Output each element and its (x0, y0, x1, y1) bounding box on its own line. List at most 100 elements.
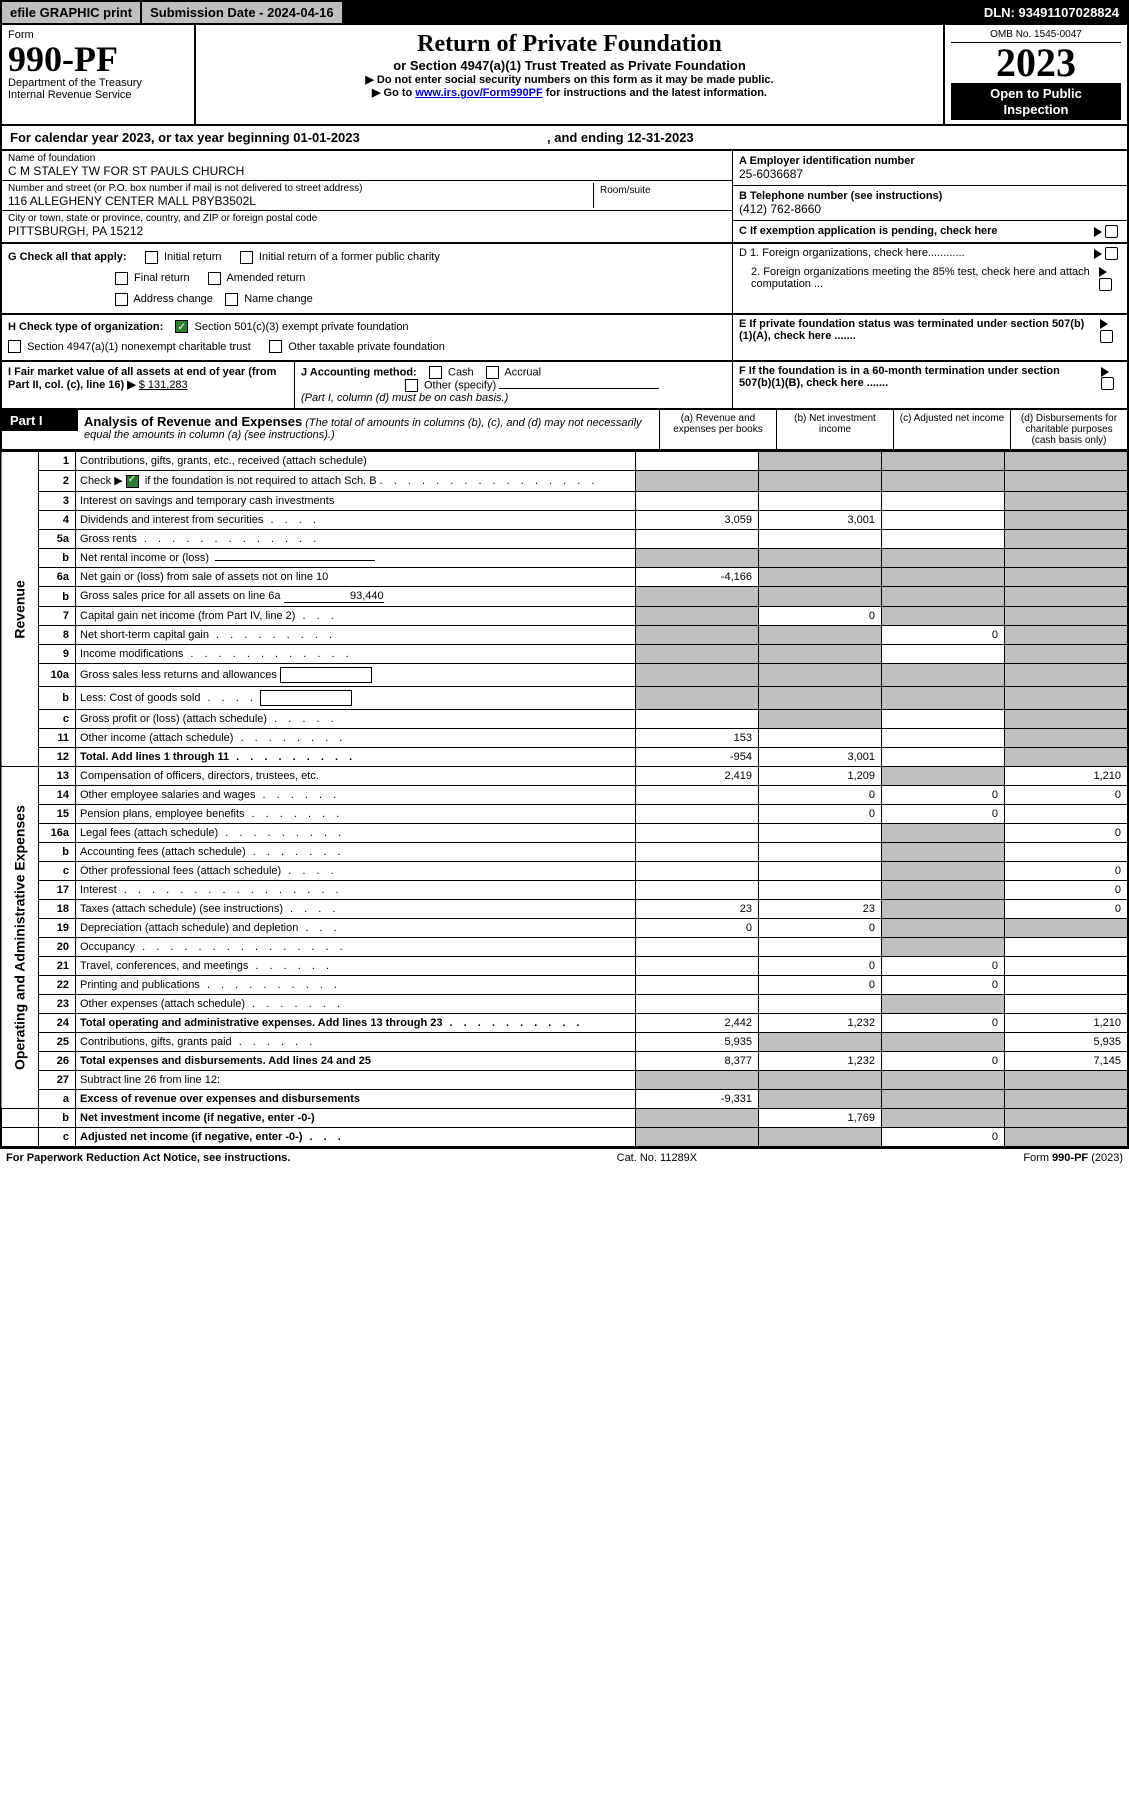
box-i-j: I Fair market value of all assets at end… (2, 362, 733, 408)
table-row: cOther professional fees (attach schedul… (1, 862, 1128, 881)
line-6b-label: Gross sales price for all assets on line… (76, 587, 636, 607)
line-12-label: Total. Add lines 1 through 11 (80, 751, 229, 763)
l2-pre: Check ▶ (80, 475, 126, 487)
table-row: 22Printing and publications . . . . . . … (1, 976, 1128, 995)
efile-label: efile GRAPHIC print (2, 2, 142, 23)
l25-d: 5,935 (1005, 1033, 1129, 1052)
l26-b: 1,232 (759, 1052, 882, 1071)
table-row: Operating and Administrative Expenses 13… (1, 767, 1128, 786)
table-row: 12Total. Add lines 1 through 11 . . . . … (1, 748, 1128, 767)
box-h: H Check type of organization: Section 50… (2, 315, 733, 361)
note-goto-pre: ▶ Go to (372, 87, 415, 99)
col-c-header: (c) Adjusted net income (894, 410, 1011, 449)
l21-c: 0 (882, 957, 1005, 976)
cal-mid: , and ending (547, 130, 627, 145)
checkbox-initial-former[interactable] (240, 251, 253, 264)
arrow-icon (1094, 249, 1102, 259)
table-row: aExcess of revenue over expenses and dis… (1, 1090, 1128, 1109)
form-header: Form 990-PF Department of the Treasury I… (0, 25, 1129, 126)
exemption-label: C If exemption application is pending, c… (739, 225, 998, 238)
l12-a: -954 (636, 748, 759, 767)
foundation-name: C M STALEY TW FOR ST PAULS CHURCH (8, 164, 726, 178)
box-j-note: (Part I, column (d) must be on cash basi… (301, 392, 508, 404)
line-25-label: Contributions, gifts, grants paid (80, 1036, 232, 1048)
l19-a: 0 (636, 919, 759, 938)
checkbox-other-method[interactable] (405, 379, 418, 392)
line-9-label: Income modifications (80, 648, 183, 660)
table-row: bLess: Cost of goods sold . . . . (1, 687, 1128, 710)
foundation-name-cell: Name of foundation C M STALEY TW FOR ST … (2, 151, 732, 181)
line-5a-label: Gross rents (80, 533, 137, 545)
checkbox-accrual[interactable] (486, 366, 499, 379)
g-d-block: G Check all that apply: Initial return I… (0, 244, 1129, 315)
l6b-pre: Gross sales price for all assets on line… (80, 590, 281, 602)
line-22-label: Printing and publications (80, 979, 200, 991)
col-d-header: (d) Disbursements for charitable purpose… (1011, 410, 1127, 449)
checkbox-address-change[interactable] (115, 293, 128, 306)
ein-label: A Employer identification number (739, 155, 1121, 167)
calendar-year-row: For calendar year 2023, or tax year begi… (0, 126, 1129, 151)
header-center: Return of Private Foundation or Section … (196, 25, 945, 124)
table-row: 24Total operating and administrative exp… (1, 1014, 1128, 1033)
line-1-label: Contributions, gifts, grants, etc., rece… (76, 452, 636, 471)
checkbox-c[interactable] (1105, 225, 1118, 238)
l16a-d: 0 (1005, 824, 1129, 843)
table-row: 6aNet gain or (loss) from sale of assets… (1, 568, 1128, 587)
box-f-label: F If the foundation is in a 60-month ter… (739, 365, 1093, 389)
checkbox-final-return[interactable] (115, 272, 128, 285)
line-11-label: Other income (attach schedule) (80, 732, 233, 744)
line-17-label: Interest (80, 884, 117, 896)
irs-link[interactable]: www.irs.gov/Form990PF (415, 87, 542, 99)
identity-block: Name of foundation C M STALEY TW FOR ST … (0, 151, 1129, 244)
opt-other-taxable: Other taxable private foundation (288, 341, 445, 353)
line-4-label: Dividends and interest from securities (80, 514, 263, 526)
cal-begin: 01-01-2023 (293, 130, 360, 145)
checkbox-d1[interactable] (1105, 247, 1118, 260)
box-e-label: E If private foundation status was termi… (739, 318, 1092, 342)
checkbox-cash[interactable] (429, 366, 442, 379)
checkbox-initial-return[interactable] (145, 251, 158, 264)
ein-value: 25-6036687 (739, 167, 1121, 181)
table-row: 10aGross sales less returns and allowanc… (1, 664, 1128, 687)
box-d: D 1. Foreign organizations, check here..… (733, 244, 1127, 313)
checkbox-4947[interactable] (8, 340, 21, 353)
l18-a: 23 (636, 900, 759, 919)
l6a-a: -4,166 (636, 568, 759, 587)
exemption-cell: C If exemption application is pending, c… (733, 221, 1127, 242)
cal-end: 12-31-2023 (627, 130, 694, 145)
checkbox-501c3[interactable] (175, 320, 188, 333)
sidebar-expenses: Operating and Administrative Expenses (1, 767, 39, 1109)
table-row: 11Other income (attach schedule) . . . .… (1, 729, 1128, 748)
checkbox-schb[interactable] (126, 475, 139, 488)
l24-d: 1,210 (1005, 1014, 1129, 1033)
open-to-public: Open to Public Inspection (951, 83, 1121, 120)
checkbox-other-taxable[interactable] (269, 340, 282, 353)
table-row: 23Other expenses (attach schedule) . . .… (1, 995, 1128, 1014)
line-24-label: Total operating and administrative expen… (80, 1017, 442, 1029)
box-e: E If private foundation status was termi… (733, 315, 1127, 361)
l27a-a: -9,331 (636, 1090, 759, 1109)
l26-a: 8,377 (636, 1052, 759, 1071)
box-h-label: H Check type of organization: (8, 321, 163, 333)
opt-name-change: Name change (244, 293, 313, 305)
l14-c: 0 (882, 786, 1005, 805)
header-left: Form 990-PF Department of the Treasury I… (2, 25, 196, 124)
foundation-name-label: Name of foundation (8, 153, 726, 164)
l8-c: 0 (882, 626, 1005, 645)
table-row: 21Travel, conferences, and meetings . . … (1, 957, 1128, 976)
arrow-icon (1100, 319, 1108, 329)
footer-mid: Cat. No. 11289X (290, 1152, 1023, 1164)
box-g-label: G Check all that apply: (8, 251, 127, 263)
l27c-c: 0 (882, 1128, 1005, 1148)
table-row: Revenue 1Contributions, gifts, grants, e… (1, 452, 1128, 471)
topbar-spacer (344, 2, 976, 23)
city-label: City or town, state or province, country… (8, 213, 726, 224)
checkbox-amended[interactable] (208, 272, 221, 285)
checkbox-e[interactable] (1100, 330, 1113, 343)
checkbox-d2[interactable] (1099, 278, 1112, 291)
table-row: cGross profit or (loss) (attach schedule… (1, 710, 1128, 729)
checkbox-name-change[interactable] (225, 293, 238, 306)
checkbox-f[interactable] (1101, 377, 1114, 390)
phone-value: (412) 762-8660 (739, 202, 1121, 216)
submission-date: Submission Date - 2024-04-16 (142, 2, 344, 23)
